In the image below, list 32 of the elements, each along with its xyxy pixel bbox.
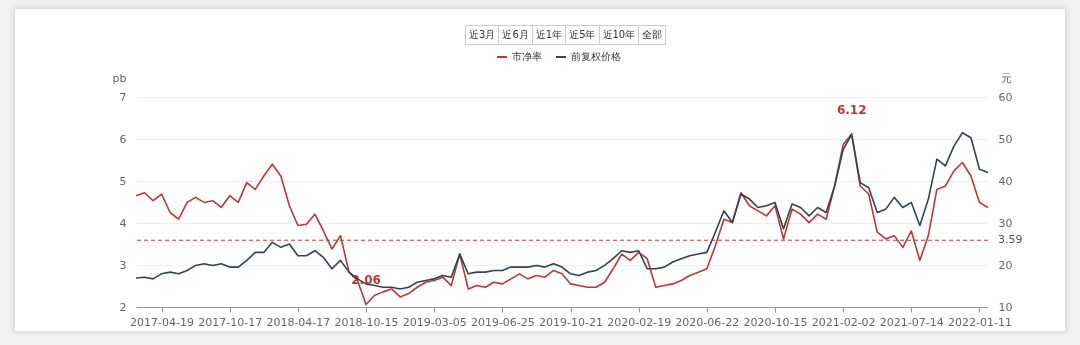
y-axis-title: pb: [112, 71, 127, 85]
y2-tick-label: 10: [998, 300, 1013, 314]
y-tick-label: 6: [119, 132, 127, 146]
x-tick-label: 2019-06-25: [470, 315, 535, 329]
y-tick-label: 2: [119, 300, 127, 314]
x-tick-label: 2020-10-15: [743, 315, 808, 329]
x-tick-label: 2019-10-21: [539, 315, 603, 329]
y2-tick-label: 60: [998, 90, 1013, 104]
y2-tick-label: 30: [998, 216, 1013, 230]
y2-tick-label: 40: [998, 174, 1013, 188]
y-tick-label: 3: [119, 258, 127, 272]
range-buttons: 近3月 近6月 近1年 近5年 近10年 全部: [466, 25, 667, 45]
ref-line-label: 3.59: [998, 233, 1023, 247]
legend-label: 前复权价格: [571, 51, 621, 62]
x-tick-label: 2020-02-19: [607, 315, 672, 329]
x-tick-label: 2021-07-14: [879, 315, 944, 329]
x-tick-label: 2020-06-22: [675, 315, 740, 329]
x-tick-label: 2021-02-02: [811, 315, 876, 329]
x-tick-label: 2017-10-17: [198, 315, 263, 329]
x-tick-label: 2017-04-19: [130, 315, 195, 329]
y2-tick-label: 20: [998, 258, 1013, 272]
annotation: 6.12: [836, 102, 867, 117]
y2-tick-label: 50: [998, 132, 1013, 146]
y2-axis-title: 元: [1000, 71, 1012, 85]
y-tick-label: 4: [119, 216, 127, 230]
x-tick-label: 2018-10-15: [334, 315, 399, 329]
y-tick-label: 7: [119, 90, 127, 104]
legend-label: 市净率: [512, 51, 542, 62]
x-tick-label: 2019-03-05: [402, 315, 467, 329]
y-tick-label: 5: [119, 174, 127, 188]
x-tick-label: 2022-01-11: [948, 315, 1012, 329]
x-tick-label: 2018-04-17: [266, 315, 331, 329]
